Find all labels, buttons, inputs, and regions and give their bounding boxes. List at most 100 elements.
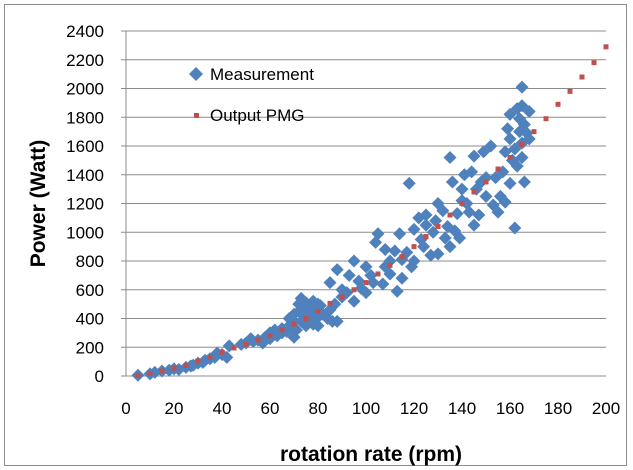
legend-label-measurement: Measurement bbox=[210, 65, 314, 84]
output-pmg-point-34 bbox=[543, 116, 549, 122]
legend: Measurement Output PMG bbox=[189, 65, 314, 125]
measurement-point-62 bbox=[328, 297, 342, 311]
measurement-point-60 bbox=[323, 276, 337, 290]
measurement-point-76 bbox=[366, 276, 380, 290]
measurement-point-153 bbox=[522, 132, 536, 146]
x-tick-label-0: 0 bbox=[121, 399, 130, 418]
output-pmg-point-33 bbox=[531, 129, 537, 135]
measurement-point-64 bbox=[330, 314, 344, 328]
output-pmg-point-29 bbox=[483, 179, 489, 185]
measurement-point-118 bbox=[465, 165, 479, 179]
measurement-point-134 bbox=[498, 195, 512, 209]
output-pmg-point-7 bbox=[219, 349, 225, 355]
measurement-point-111 bbox=[450, 207, 464, 221]
output-pmg-point-36 bbox=[567, 88, 573, 94]
measurement-point-148 bbox=[515, 151, 529, 164]
measurement-point-107 bbox=[443, 240, 457, 254]
output-pmg-point-39 bbox=[603, 44, 609, 50]
y-tick-label-1200: 1200 bbox=[66, 195, 104, 214]
measurement-point-112 bbox=[453, 231, 467, 245]
x-tick-label-120: 120 bbox=[400, 399, 428, 418]
output-pmg-point-30 bbox=[495, 166, 501, 172]
x-tick-label-40: 40 bbox=[213, 399, 232, 418]
measurement-point-86 bbox=[393, 227, 407, 241]
output-pmg-point-38 bbox=[591, 60, 597, 66]
output-pmg-point-8 bbox=[231, 345, 237, 351]
x-tick-label-140: 140 bbox=[448, 399, 476, 418]
measurement-point-104 bbox=[436, 204, 450, 218]
series-output-pmg bbox=[135, 44, 609, 378]
y-tick-label-1400: 1400 bbox=[66, 166, 104, 185]
output-pmg-point-14 bbox=[303, 316, 309, 321]
measurement-point-97 bbox=[419, 218, 433, 232]
output-pmg-point-26 bbox=[447, 212, 453, 218]
measurement-point-90 bbox=[402, 176, 416, 190]
output-pmg-point-25 bbox=[435, 224, 441, 229]
measurement-point-85 bbox=[390, 284, 404, 298]
measurement-point-74 bbox=[359, 260, 373, 274]
output-pmg-point-27 bbox=[459, 201, 465, 206]
y-tick-label-1600: 1600 bbox=[66, 137, 104, 156]
output-pmg-point-12 bbox=[279, 327, 285, 333]
output-pmg-point-22 bbox=[399, 254, 405, 260]
measurement-point-137 bbox=[503, 132, 517, 146]
measurement-point-83 bbox=[383, 267, 397, 281]
y-tick-label-200: 200 bbox=[76, 338, 104, 357]
y-tick-label-2400: 2400 bbox=[66, 22, 104, 41]
measurement-point-105 bbox=[438, 231, 452, 245]
y-tick-label-800: 800 bbox=[76, 252, 104, 271]
output-pmg-point-6 bbox=[207, 354, 213, 360]
measurement-point-84 bbox=[388, 244, 402, 258]
output-pmg-point-13 bbox=[291, 321, 297, 327]
output-pmg-point-21 bbox=[387, 262, 393, 268]
output-pmg-point-3 bbox=[171, 365, 177, 371]
x-tick-label-200: 200 bbox=[592, 399, 620, 418]
output-pmg-point-11 bbox=[267, 333, 273, 339]
measurement-point-154 bbox=[522, 105, 536, 118]
measurement-point-120 bbox=[467, 218, 481, 232]
output-pmg-point-1 bbox=[147, 370, 153, 376]
output-pmg-point-4 bbox=[183, 362, 189, 368]
y-tick-label-0: 0 bbox=[95, 367, 104, 386]
measurement-point-114 bbox=[455, 182, 469, 196]
x-tick-label-100: 100 bbox=[352, 399, 380, 418]
y-tick-label-1800: 1800 bbox=[66, 108, 104, 127]
output-pmg-point-35 bbox=[555, 101, 561, 107]
output-pmg-point-9 bbox=[243, 341, 249, 347]
measurement-point-127 bbox=[484, 139, 498, 153]
x-axis-title: rotation rate (rpm) bbox=[280, 443, 462, 466]
chart-frame bbox=[4, 4, 627, 466]
output-pmg-point-32 bbox=[519, 142, 525, 148]
measurement-point-87 bbox=[395, 271, 409, 285]
measurement-point-141 bbox=[508, 221, 522, 235]
x-tick-label-60: 60 bbox=[261, 399, 280, 418]
measurement-point-102 bbox=[431, 247, 445, 261]
measurement-point-82 bbox=[383, 254, 397, 268]
legend-marker-measurement bbox=[189, 67, 203, 81]
output-pmg-point-23 bbox=[411, 244, 417, 250]
output-pmg-point-16 bbox=[327, 300, 333, 306]
output-pmg-point-15 bbox=[315, 308, 321, 314]
y-tick-labels: 0 200 400 600 800 1000 1200 1400 1600 1800 2000 220… bbox=[66, 22, 104, 386]
measurement-point-125 bbox=[479, 171, 493, 185]
measurement-point-150 bbox=[517, 175, 531, 189]
x-tick-labels: 0 20 40 60 80 100 120 140 160 180 200 bbox=[121, 399, 620, 418]
y-axis-title: Power (Watt) bbox=[27, 140, 50, 268]
output-pmg-point-10 bbox=[255, 337, 261, 343]
measurement-point-108 bbox=[443, 151, 457, 164]
measurement-point-119 bbox=[467, 149, 481, 163]
x-tick-label-180: 180 bbox=[544, 399, 572, 418]
series-measurement bbox=[131, 80, 536, 382]
output-pmg-point-37 bbox=[579, 74, 585, 80]
measurement-point-117 bbox=[462, 205, 476, 219]
measurement-point-93 bbox=[407, 254, 421, 268]
measurement-point-69 bbox=[347, 254, 361, 268]
x-tick-label-80: 80 bbox=[309, 399, 328, 418]
measurement-point-92 bbox=[407, 222, 421, 236]
measurement-point-79 bbox=[376, 277, 390, 291]
measurement-point-122 bbox=[472, 208, 486, 222]
legend-marker-output-pmg bbox=[194, 113, 199, 118]
output-pmg-point-28 bbox=[471, 189, 477, 195]
measurement-point-126 bbox=[479, 189, 493, 203]
